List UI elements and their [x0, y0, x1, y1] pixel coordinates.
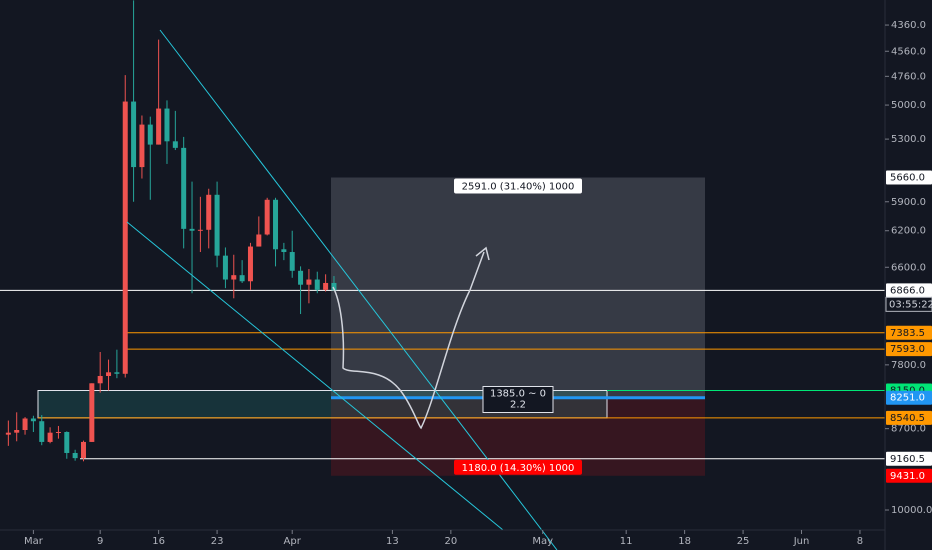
profit-zone	[331, 177, 705, 398]
x-tick-label: 13	[386, 536, 399, 547]
y-tick-label: 5300.0	[891, 134, 926, 145]
y-tick-label: 4760.0	[891, 71, 926, 82]
price-label-box	[886, 410, 932, 425]
y-tick-label: 5900.0	[891, 197, 926, 208]
candle-body	[89, 383, 95, 442]
candle-body	[80, 441, 86, 459]
y-tick-label: 8700.0	[891, 424, 926, 435]
candle-body	[331, 282, 337, 291]
x-tick-label: 20	[444, 536, 457, 547]
price-label: 6866.0	[890, 285, 925, 296]
price-label-box	[886, 342, 932, 357]
x-tick-label: 11	[620, 536, 633, 547]
candle-body	[14, 429, 20, 433]
candle-body	[5, 432, 11, 435]
price-label: 9431.0	[890, 471, 925, 482]
x-tick-label: Apr	[284, 536, 302, 547]
x-tick-label: 18	[678, 536, 691, 547]
candle-body	[256, 234, 262, 247]
target-label: 2591.0 (31.40%) 1000	[462, 182, 575, 193]
candle-body	[264, 199, 270, 235]
price-label-box	[886, 325, 932, 340]
candle-body	[114, 372, 120, 374]
candle-body	[231, 275, 237, 280]
candle-body	[239, 275, 245, 282]
x-tick-label: 23	[211, 536, 224, 547]
x-tick-label: 9	[97, 536, 103, 547]
stop-label: 1180.0 (14.30%) 1000	[462, 463, 575, 474]
candle-body	[247, 246, 253, 282]
countdown-box	[885, 296, 932, 312]
candle-body	[281, 249, 287, 253]
candle-body	[22, 418, 28, 430]
candle-body	[289, 252, 295, 271]
candle-body	[55, 432, 61, 434]
candle-body	[97, 375, 103, 384]
candle-body	[122, 101, 128, 374]
candle-body	[47, 432, 53, 442]
arrow-head	[475, 246, 490, 261]
x-tick-label: 16	[152, 536, 165, 547]
candle-body	[222, 255, 228, 280]
price-label: 5660.0	[890, 173, 925, 184]
candle-body	[314, 279, 320, 290]
x-tick-label: Jun	[793, 536, 810, 547]
y-tick-label: 6600.0	[891, 262, 926, 273]
candle-body	[214, 194, 220, 256]
x-tick-label: 25	[737, 536, 750, 547]
price-label: 8540.5	[890, 413, 925, 424]
countdown: 03:55:22	[889, 299, 932, 310]
candle-body	[106, 372, 112, 376]
x-tick-label: May	[532, 536, 553, 547]
y-tick-label: 6200.0	[891, 226, 926, 237]
price-label: 9160.5	[890, 454, 925, 465]
candle-body	[39, 421, 45, 442]
candle-body	[64, 432, 70, 453]
stop-label-box	[454, 459, 582, 475]
candle-body	[306, 279, 312, 285]
candle-body	[323, 282, 329, 290]
y-tick-label: 7800.0	[891, 360, 926, 371]
candle-body	[189, 228, 195, 231]
candle-body	[164, 108, 170, 142]
candle-body	[172, 141, 178, 148]
candle-body	[139, 124, 145, 168]
candle-body	[147, 124, 153, 145]
candle-body	[298, 270, 304, 285]
price-label: 8251.0	[890, 393, 925, 404]
center-label: 1385.0 ~ 0	[490, 389, 546, 400]
y-tick-label: 5000.0	[891, 100, 926, 111]
candle-body	[206, 194, 212, 230]
candle-body	[156, 108, 162, 145]
y-tick-label: 4560.0	[891, 46, 926, 57]
price-label-box	[886, 390, 932, 405]
price-label-box	[886, 451, 932, 466]
price-label: 7383.5	[890, 328, 925, 339]
candle-body	[181, 147, 187, 229]
price-label: 7593.0	[890, 344, 925, 355]
trendline	[126, 221, 504, 531]
x-tick-label: 8	[857, 536, 863, 547]
y-tick-label: 10000.0	[891, 505, 932, 516]
candle-body	[197, 229, 203, 231]
price-label-box	[886, 170, 932, 185]
center-label-box	[482, 386, 554, 414]
candle-body	[72, 452, 78, 459]
price-label-box	[886, 283, 932, 298]
candle-body	[273, 199, 279, 250]
candle-body	[131, 101, 137, 168]
price-label-box	[886, 468, 932, 483]
projection-arrow	[332, 251, 485, 430]
candle-body	[30, 418, 36, 422]
x-tick-label: Mar	[24, 536, 44, 547]
target-label-box	[454, 178, 582, 194]
y-tick-label: 4360.0	[891, 20, 926, 31]
center-label: 2.2	[510, 400, 526, 411]
